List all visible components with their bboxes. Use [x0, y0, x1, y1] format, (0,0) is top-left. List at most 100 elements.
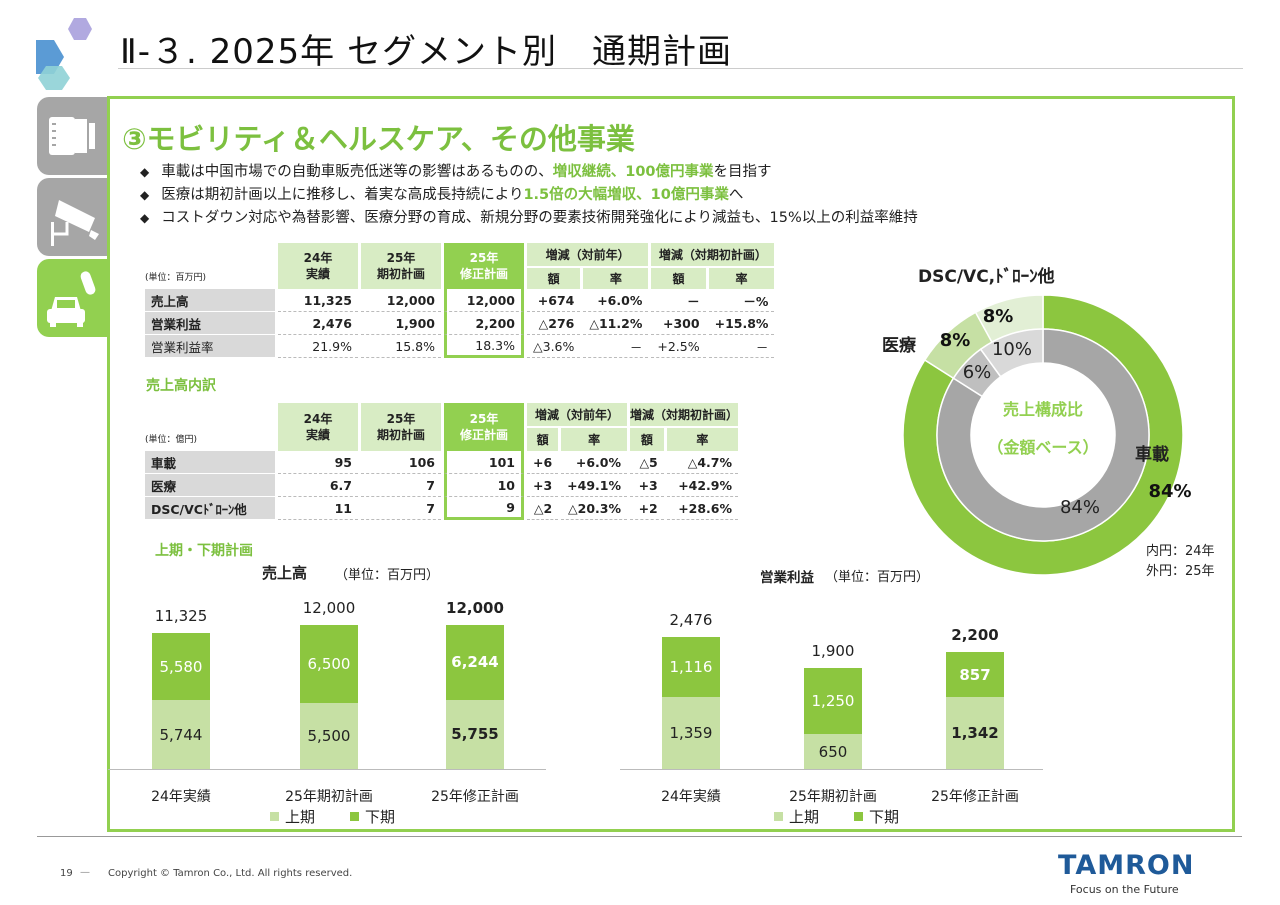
inner-ring-slice	[936, 328, 1150, 542]
table-cell: △3.6%	[527, 335, 581, 358]
table-cell: 2,476	[278, 312, 358, 335]
bullet-item: ◆ 車載は中国市場での自動車販売低迷等の影響はあるものの、増収継続、100億円事業…	[140, 160, 772, 181]
table-cell: 11,325	[278, 289, 358, 312]
table-row: 車載 95 106 101 +6 +6.0% △5 △4.7%	[145, 451, 739, 474]
bar-first-half: 1,342	[946, 697, 1004, 769]
unit-label: (単位：億円)	[145, 435, 198, 445]
subheader: 率	[583, 266, 649, 289]
table-cell: －%	[708, 289, 775, 312]
table-row: 医療 6.7 7 10 +3 +49.1% +3 +42.9%	[145, 474, 739, 497]
table-cell: +2.5%	[651, 335, 706, 358]
bar-first-half: 5,755	[446, 699, 504, 769]
legend-label: 下期	[365, 808, 396, 826]
category-label: 25年期初計画	[789, 789, 877, 805]
title-divider	[118, 68, 1243, 69]
donut-label-dsc: DSC/VC,ﾄﾞﾛｰﾝ他	[918, 267, 1055, 287]
tamron-logo: TAMRON	[1058, 850, 1195, 881]
column-header: 24年 実績	[278, 243, 358, 289]
legend-swatch	[854, 812, 863, 821]
subheader: 率	[666, 425, 739, 451]
sales-chart-unit: （単位：百万円）	[335, 568, 440, 583]
table-cell: +300	[651, 312, 706, 335]
table-cell: +42.9%	[666, 474, 739, 497]
table-cell: 10	[444, 474, 524, 497]
header-row: (単位：百万円) 24年 実績 25年 期初計画 25年 修正計画 増減（対前年） 増減（…	[145, 243, 775, 289]
row-label: 営業利益	[145, 312, 275, 335]
legend-item: 下期	[854, 806, 899, 827]
profit-chart-title: 営業利益	[760, 570, 814, 586]
column-header: 24年 実績	[278, 403, 358, 451]
subheader: 額	[527, 425, 559, 451]
legend-label: 上期	[285, 808, 316, 826]
table-cell: 9	[444, 497, 524, 520]
x-axis-line	[108, 769, 546, 770]
bar-first-half: 650	[804, 734, 862, 769]
lens-icon	[49, 117, 95, 155]
column-header: 25年 期初計画	[361, 243, 441, 289]
donut-label-medical: 医療	[882, 336, 916, 356]
tab-security[interactable]	[37, 178, 107, 256]
bar-first-half: 1,359	[662, 696, 720, 769]
table-cell: 95	[278, 451, 358, 474]
table-cell: +15.8%	[708, 312, 775, 335]
legend-label: 上期	[789, 808, 820, 826]
category-label: 25年修正計画	[431, 789, 519, 805]
highlight-text: 1.5倍の大幅増収、10億円事業	[523, 187, 729, 203]
legend-swatch	[270, 812, 279, 821]
legend-item: 下期	[350, 806, 395, 827]
table-cell: +28.6%	[666, 497, 739, 520]
outer-pct-label: 8%	[940, 330, 971, 351]
table-cell: 18.3%	[444, 335, 524, 358]
inner-pct-label: 6%	[963, 362, 992, 383]
bar-total-label: 1,900	[811, 641, 855, 660]
row-label: 営業利益率	[145, 335, 275, 358]
subheader: 額	[630, 425, 664, 451]
table-row: DSC/VCﾄﾞﾛｰﾝ他 11 7 9 △2 △20.3% +2 +28.6%	[145, 497, 739, 520]
column-header: 25年 期初計画	[361, 403, 441, 451]
bullet-item: ◆ 医療は期初計画以上に推移し、着実な高成長持続により1.5倍の大幅増収、10億円…	[140, 183, 743, 204]
bar-total-label: 11,325	[154, 607, 208, 626]
legend-swatch	[774, 812, 783, 821]
inner-ring-slice	[979, 328, 1044, 378]
table-cell: 7	[361, 497, 441, 520]
section-title: ③モビリティ＆ヘルスケア、その他事業	[122, 122, 635, 156]
table-cell: +49.1%	[561, 474, 628, 497]
yoy-header: 増減（対前年）	[527, 243, 649, 266]
bullet-item: ◆ コストダウン対応や為替影響、医療分野の育成、新規分野の要素技術開発強化により減…	[140, 206, 918, 227]
tab-lens[interactable]	[37, 97, 107, 175]
page-title: Ⅱ-３. 2025年 セグメント別 通期計画	[120, 32, 732, 72]
table-cell: △11.2%	[583, 312, 649, 335]
subheader: 額	[527, 266, 581, 289]
table-cell: 101	[444, 451, 524, 474]
table-cell: △4.7%	[666, 451, 739, 474]
vs-plan-header: 増減（対期初計画）	[651, 243, 775, 266]
logo-hexagons-icon	[36, 18, 92, 90]
tab-mobility[interactable]	[37, 259, 107, 337]
category-label: 25年期初計画	[285, 789, 373, 805]
table-cell: +2	[630, 497, 664, 520]
highlight-text: 増収継続、100億円事業	[552, 164, 714, 180]
bar-total-label: 2,200	[951, 625, 999, 644]
inner-pct-label: 10%	[992, 339, 1032, 360]
category-label: 25年修正計画	[931, 789, 1019, 805]
sales-chart-title: 売上高	[262, 564, 308, 582]
yoy-header: 増減（対前年）	[527, 403, 628, 426]
table-cell: +3	[527, 474, 559, 497]
half-plan-title: 上期・下期計画	[155, 543, 253, 559]
category-label: 24年実績	[151, 789, 211, 805]
legend-label: 下期	[869, 808, 900, 826]
copyright: Copyright © Tamron Co., Ltd. All rights …	[108, 868, 353, 879]
column-header: 25年 修正計画	[444, 403, 524, 451]
breakdown-title: 売上高内訳	[146, 378, 216, 394]
table-cell: 106	[361, 451, 441, 474]
table-cell: +3	[630, 474, 664, 497]
bar-total-label: 12,000	[446, 599, 504, 617]
sales-mix-donut: 売上構成比 （金額ベース） 84% 8% 8% 84% 6%10%	[902, 294, 1192, 576]
vs-plan-header: 増減（対期初計画）	[630, 403, 739, 426]
donut-ring-legend: 内円：24年 外円：25年	[1146, 542, 1215, 582]
donut-center-label: （金額ベース）	[987, 438, 1098, 457]
header-row: (単位：億円) 24年 実績 25年 期初計画 25年 修正計画 増減（対前年） 増減（対…	[145, 403, 739, 451]
x-axis-line	[620, 769, 1043, 770]
diamond-bullet-icon: ◆	[140, 188, 150, 202]
category-label: 24年実績	[661, 789, 721, 805]
